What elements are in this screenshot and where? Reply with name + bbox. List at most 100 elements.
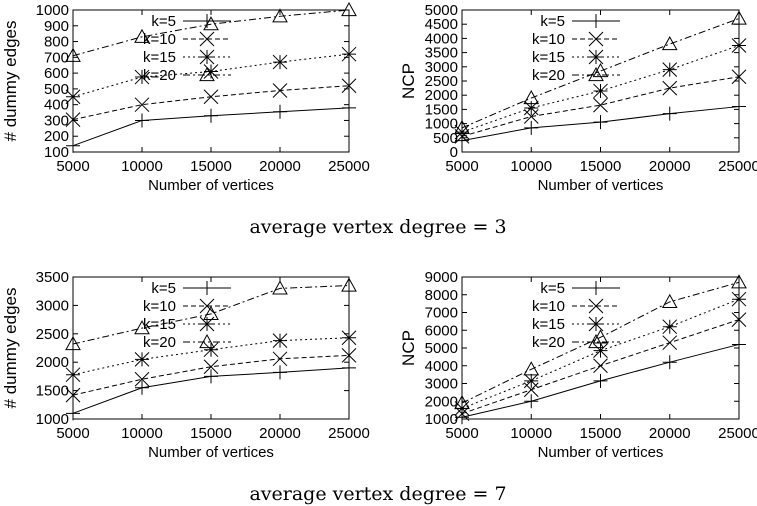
x-axis-label: Number of vertices xyxy=(538,177,664,194)
x-tick-label: 25000 xyxy=(328,425,370,442)
data-point xyxy=(273,104,287,119)
data-point xyxy=(454,394,470,410)
x-tick-label: 15000 xyxy=(190,425,232,442)
caption-bottom: average vertex degree = 7 xyxy=(249,483,506,505)
legend-label: k=10 xyxy=(143,298,176,315)
data-point xyxy=(65,367,81,383)
legend-label: k=5 xyxy=(540,13,565,30)
caption-top: average vertex degree = 3 xyxy=(249,216,506,238)
legend-marker xyxy=(199,66,215,82)
data-point xyxy=(66,406,80,421)
data-point xyxy=(65,387,81,403)
data-point xyxy=(203,305,219,321)
data-point xyxy=(341,1,357,17)
x-tick-label: 25000 xyxy=(718,158,757,175)
legend-label: k=20 xyxy=(143,67,176,84)
y-tick-label: 500 xyxy=(433,130,458,147)
series-k=5 xyxy=(455,337,746,425)
legend-marker xyxy=(200,281,214,295)
x-tick-label: 25000 xyxy=(718,425,757,442)
series-line xyxy=(72,285,350,345)
x-tick-label: 5000 xyxy=(56,425,89,442)
data-point xyxy=(342,360,356,375)
legend-label: k=5 xyxy=(151,13,176,30)
legend-label: k=20 xyxy=(532,67,565,84)
y-tick-label: 7000 xyxy=(425,305,458,322)
x-tick-label: 15000 xyxy=(190,158,232,175)
data-point xyxy=(661,293,678,308)
series-k=20 xyxy=(65,277,357,351)
data-point xyxy=(593,83,608,99)
legend-marker xyxy=(588,49,604,65)
chart-4: 1000200030004000500060007000800090005000… xyxy=(399,269,757,461)
series-k=10 xyxy=(65,348,357,403)
legend-marker xyxy=(199,31,215,47)
series-k=20 xyxy=(454,274,747,410)
data-point xyxy=(204,369,218,384)
y-tick-label: 800 xyxy=(44,34,69,51)
series-k=10 xyxy=(65,78,357,128)
data-point xyxy=(341,46,357,62)
legend-label: k=15 xyxy=(532,49,565,66)
data-point xyxy=(662,335,678,351)
legend-marker xyxy=(200,14,214,28)
data-point xyxy=(203,64,219,79)
y-tick-label: 1500 xyxy=(36,383,69,400)
series-line xyxy=(461,281,740,404)
data-point xyxy=(65,112,81,128)
data-point xyxy=(661,36,678,51)
data-point xyxy=(454,119,470,134)
data-point xyxy=(341,78,357,94)
legend-marker xyxy=(588,298,604,314)
y-tick-label: 4000 xyxy=(425,358,458,375)
data-point xyxy=(272,333,288,348)
y-tick-label: 2000 xyxy=(425,393,458,410)
series-line xyxy=(461,18,740,129)
data-point xyxy=(523,100,539,116)
data-point xyxy=(342,100,356,115)
x-tick-label: 20000 xyxy=(649,425,691,442)
y-tick-label: 3500 xyxy=(36,269,69,286)
legend-label: k=10 xyxy=(532,31,565,48)
legend-label: k=15 xyxy=(143,316,176,333)
data-point xyxy=(662,106,677,121)
data-point xyxy=(65,89,81,105)
y-tick-label: 700 xyxy=(44,49,69,66)
legend-marker xyxy=(199,49,215,65)
y-tick-label: 1000 xyxy=(425,411,458,428)
y-tick-label: 600 xyxy=(44,65,69,82)
data-point xyxy=(523,109,539,124)
data-point xyxy=(731,312,747,327)
y-tick-label: 4500 xyxy=(425,16,458,33)
series-line xyxy=(461,76,740,137)
data-point xyxy=(524,120,539,135)
y-tick-label: 1000 xyxy=(425,116,458,133)
data-point xyxy=(66,138,80,153)
y-tick-label: 1000 xyxy=(36,411,69,428)
y-axis-label: # dummy edges xyxy=(1,288,20,409)
data-point xyxy=(203,89,219,105)
data-point xyxy=(593,115,608,130)
x-axis-label: Number of vertices xyxy=(148,177,274,194)
legend-label: k=20 xyxy=(532,334,565,351)
data-point xyxy=(732,99,746,114)
data-point xyxy=(731,274,747,289)
data-point xyxy=(341,330,357,346)
data-point xyxy=(203,16,219,31)
legend-marker xyxy=(199,316,215,332)
data-point xyxy=(593,358,608,374)
data-point xyxy=(662,355,677,370)
legend-label: k=15 xyxy=(532,316,565,333)
data-point xyxy=(204,108,218,123)
data-point xyxy=(134,352,150,367)
legend-label: k=15 xyxy=(143,49,176,66)
data-point xyxy=(662,62,678,77)
y-tick-label: 1500 xyxy=(425,101,458,118)
y-tick-label: 900 xyxy=(44,18,69,35)
y-tick-label: 3500 xyxy=(425,45,458,62)
legend-label: k=5 xyxy=(540,280,565,297)
series-k=20 xyxy=(65,1,357,62)
data-point xyxy=(523,373,539,389)
data-point xyxy=(662,319,678,335)
